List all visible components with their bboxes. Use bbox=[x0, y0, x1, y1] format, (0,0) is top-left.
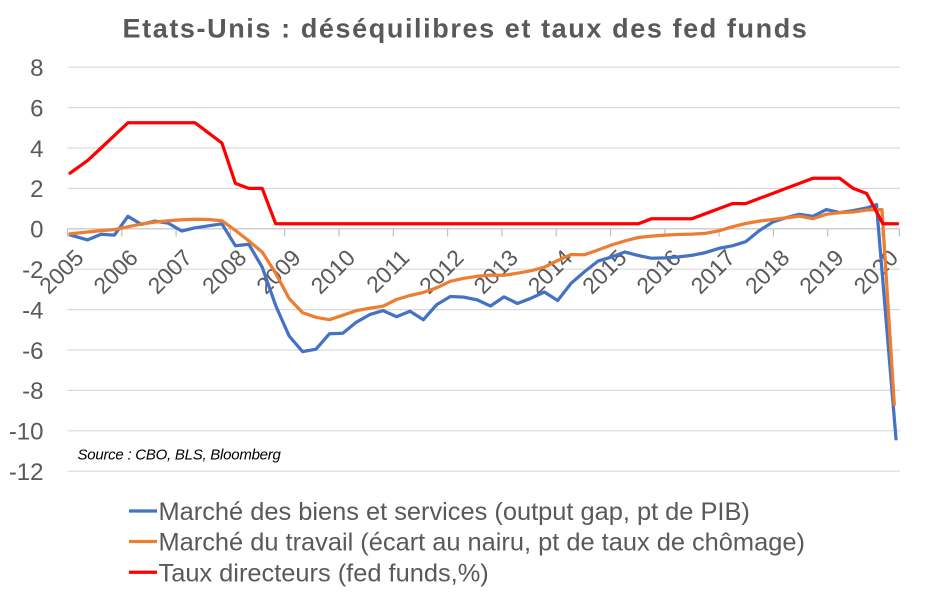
svg-text:Marché des biens et services (: Marché des biens et services (output gap… bbox=[159, 498, 750, 526]
svg-text:Source : CBO, BLS, Bloomberg: Source : CBO, BLS, Bloomberg bbox=[78, 447, 282, 464]
svg-text:-4: -4 bbox=[22, 297, 43, 324]
svg-text:-2: -2 bbox=[22, 257, 43, 284]
svg-text:Marché du travail (écart au na: Marché du travail (écart au nairu, pt de… bbox=[159, 529, 805, 557]
svg-text:0: 0 bbox=[30, 217, 43, 244]
svg-text:4: 4 bbox=[30, 136, 43, 163]
svg-text:6: 6 bbox=[30, 95, 43, 122]
svg-text:2: 2 bbox=[30, 176, 43, 203]
svg-text:Taux directeurs (fed funds,%): Taux directeurs (fed funds,%) bbox=[159, 560, 489, 588]
svg-text:8: 8 bbox=[30, 55, 43, 82]
svg-text:-8: -8 bbox=[22, 378, 43, 405]
svg-text:Etats-Unis : déséquilibres et: Etats-Unis : déséquilibres et taux des f… bbox=[123, 14, 809, 44]
svg-text:-10: -10 bbox=[9, 419, 44, 446]
svg-text:-12: -12 bbox=[9, 459, 44, 486]
svg-text:-6: -6 bbox=[22, 338, 43, 365]
